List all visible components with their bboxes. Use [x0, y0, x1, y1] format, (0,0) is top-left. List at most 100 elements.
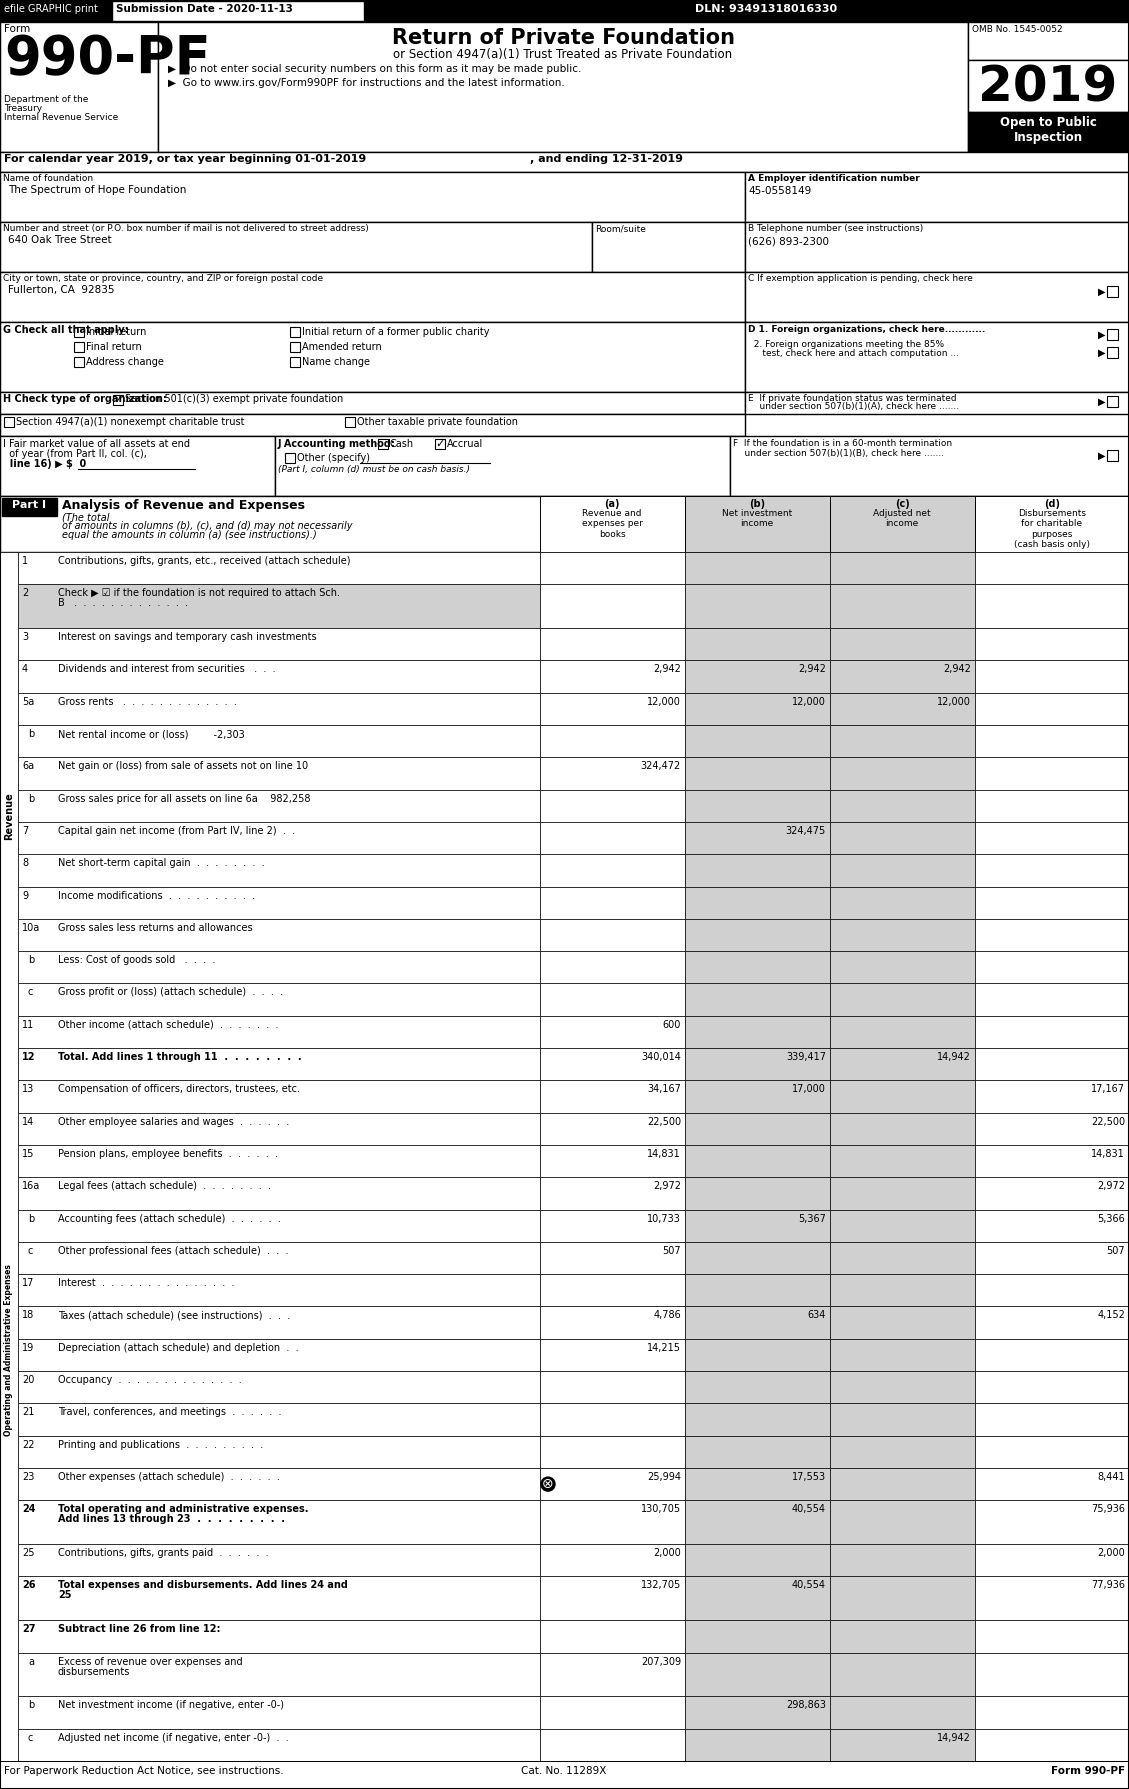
Text: Capital gain net income (from Part IV, line 2)  .  .: Capital gain net income (from Part IV, l…	[58, 827, 295, 835]
Bar	[18, 789, 540, 821]
Text: 14,942: 14,942	[937, 1052, 971, 1063]
Bar	[18, 1177, 540, 1209]
Bar	[540, 628, 685, 660]
Text: 2,000: 2,000	[654, 1547, 681, 1558]
Bar	[18, 1081, 540, 1113]
Bar	[0, 152, 1129, 172]
Bar	[830, 1209, 975, 1242]
Text: 25,994: 25,994	[647, 1472, 681, 1481]
Bar	[685, 692, 830, 725]
Bar	[975, 692, 1129, 725]
Text: 24: 24	[21, 1505, 35, 1513]
Bar	[18, 757, 540, 789]
Bar	[378, 438, 388, 449]
Bar	[75, 327, 84, 336]
Bar	[540, 821, 685, 855]
Bar	[540, 1469, 685, 1501]
Bar	[975, 1081, 1129, 1113]
Text: 77,936: 77,936	[1091, 1580, 1124, 1590]
Text: 13: 13	[21, 1084, 34, 1095]
Text: Total expenses and disbursements. Add lines 24 and: Total expenses and disbursements. Add li…	[58, 1580, 348, 1590]
Bar	[975, 660, 1129, 692]
Text: For calendar year 2019, or tax year beginning 01-01-2019: For calendar year 2019, or tax year begi…	[5, 154, 366, 165]
Bar	[540, 887, 685, 920]
Bar	[18, 553, 540, 585]
Bar	[18, 1437, 540, 1469]
Text: Total operating and administrative expenses.: Total operating and administrative expen…	[58, 1505, 308, 1513]
Bar	[975, 1403, 1129, 1437]
Bar	[685, 952, 830, 984]
Text: , and ending 12-31-2019: , and ending 12-31-2019	[530, 154, 683, 165]
Text: b: b	[28, 1213, 34, 1224]
Bar	[685, 1145, 830, 1177]
Text: 2,942: 2,942	[653, 664, 681, 674]
Text: Adjusted net income (if negative, enter -0-)  .  .: Adjusted net income (if negative, enter …	[58, 1734, 289, 1742]
Text: Depreciation (attach schedule) and depletion  .  .: Depreciation (attach schedule) and deple…	[58, 1344, 299, 1352]
Bar	[975, 920, 1129, 952]
Bar	[830, 789, 975, 821]
Text: Other income (attach schedule)  .  .  .  .  .  .  .: Other income (attach schedule) . . . . .…	[58, 1020, 279, 1030]
Bar	[830, 628, 975, 660]
Bar	[975, 1177, 1129, 1209]
Text: 3: 3	[21, 632, 28, 642]
Text: (a): (a)	[604, 499, 620, 510]
Bar	[2, 497, 56, 515]
Bar	[113, 395, 123, 404]
Bar	[540, 1081, 685, 1113]
Text: 21: 21	[21, 1408, 34, 1417]
Text: 2,942: 2,942	[943, 664, 971, 674]
Bar	[830, 1274, 975, 1306]
Bar	[18, 1274, 540, 1306]
Text: ▶: ▶	[1099, 451, 1105, 462]
Text: disbursements: disbursements	[58, 1667, 130, 1676]
Text: Room/suite: Room/suite	[595, 224, 646, 233]
Text: 14,831: 14,831	[647, 1149, 681, 1159]
Bar	[830, 1653, 975, 1696]
Text: Return of Private Foundation: Return of Private Foundation	[392, 29, 735, 48]
Bar	[830, 1403, 975, 1437]
Text: (c): (c)	[894, 499, 909, 510]
Bar	[830, 1306, 975, 1338]
Text: F  If the foundation is in a 60-month termination: F If the foundation is in a 60-month ter…	[733, 438, 952, 447]
Bar	[290, 327, 300, 336]
Bar	[18, 1306, 540, 1338]
Bar	[0, 496, 1129, 553]
Text: 2,972: 2,972	[653, 1181, 681, 1191]
Text: 4,152: 4,152	[1097, 1311, 1124, 1320]
Bar	[540, 1728, 685, 1760]
Text: 19: 19	[21, 1344, 34, 1352]
Bar	[830, 1048, 975, 1081]
Text: 17,553: 17,553	[791, 1472, 826, 1481]
Text: 20: 20	[21, 1376, 34, 1385]
Bar	[540, 1338, 685, 1370]
Bar	[540, 1621, 685, 1653]
Text: 5,367: 5,367	[798, 1213, 826, 1224]
Bar	[685, 1370, 830, 1403]
Bar	[540, 1544, 685, 1576]
Text: Name change: Name change	[301, 358, 370, 367]
Bar	[975, 1696, 1129, 1728]
Bar	[975, 1653, 1129, 1696]
Bar	[745, 172, 1129, 222]
Bar	[540, 1016, 685, 1048]
Text: Analysis of Revenue and Expenses: Analysis of Revenue and Expenses	[62, 499, 305, 512]
Bar	[685, 1576, 830, 1621]
Text: The Spectrum of Hope Foundation: The Spectrum of Hope Foundation	[8, 184, 186, 195]
Bar	[830, 1544, 975, 1576]
Text: Legal fees (attach schedule)  .  .  .  .  .  .  .  .: Legal fees (attach schedule) . . . . . .…	[58, 1181, 271, 1191]
Text: 132,705: 132,705	[641, 1580, 681, 1590]
Bar	[975, 789, 1129, 821]
Bar	[975, 1338, 1129, 1370]
Bar	[540, 1113, 685, 1145]
Text: 6a: 6a	[21, 762, 34, 771]
Bar	[685, 1653, 830, 1696]
Bar	[830, 984, 975, 1016]
Text: 15: 15	[21, 1149, 34, 1159]
Text: 22,500: 22,500	[1091, 1116, 1124, 1127]
Bar	[830, 952, 975, 984]
Bar	[968, 113, 1129, 152]
Text: ✓: ✓	[114, 395, 123, 406]
Bar	[830, 1728, 975, 1760]
Text: 2019: 2019	[979, 63, 1118, 111]
Text: Treasury: Treasury	[5, 104, 42, 113]
